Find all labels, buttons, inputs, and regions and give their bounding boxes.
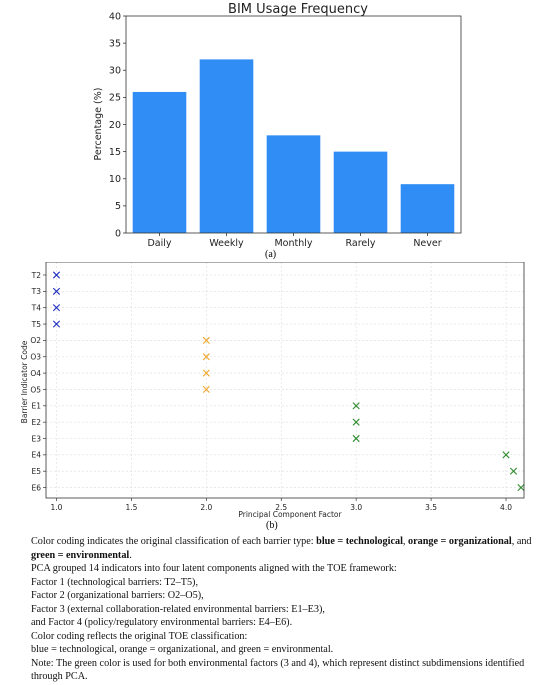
x-tick-label: 1.5 (125, 503, 137, 512)
caption-blue-label: blue = technological (316, 536, 403, 547)
scatter-chart-barrier-factors: T2 T3 T4 T5 O2 O3 O4 O5 E1 E2 E3 E4 E5 E6 1.0 1.5 2.0 2.… (20, 262, 525, 519)
y-tick-label: E3 (31, 434, 41, 443)
y-tick-label: E4 (31, 451, 41, 460)
y-axis-label: Barrier Indicator Code (20, 340, 29, 423)
y-tick-label: 40 (109, 11, 121, 22)
y-tick-label: 30 (109, 66, 121, 77)
bar-chart-bim-usage: BIM Usage Frequency Percentage (%) 0 5 10 1… (93, 2, 462, 249)
x-axis-label: Principal Component Factor (238, 510, 342, 519)
caption-line: Factor 1 (technological barriers: T2–T5)… (31, 576, 198, 588)
y-tick-label: O2 (30, 336, 41, 345)
y-tick-label: E1 (31, 402, 41, 411)
y-tick-label: 35 (109, 38, 121, 49)
caption-orange-label: orange = organizational (408, 536, 512, 547)
panel-label-b: (b) (266, 520, 278, 531)
bar-rarely (333, 151, 388, 233)
y-tick-label: 0 (115, 228, 121, 239)
caption-line: and Factor 4 (policy/regulatory environm… (31, 617, 293, 628)
x-tick-label: Never (413, 238, 441, 249)
point-o5 (202, 385, 210, 394)
x-tick-label: 2.0 (200, 503, 212, 512)
y-tick-label: O3 (30, 353, 41, 362)
y-tick-label: 20 (109, 120, 121, 131)
figure-caption: Color coding indicates the original clas… (31, 535, 546, 684)
caption-line: Factor 2 (organizational barriers: O2–O5… (31, 590, 204, 601)
x-tick-label: Rarely (345, 238, 375, 249)
caption-text: , (402, 536, 408, 547)
caption-green-label: green = environmental (31, 549, 130, 561)
y-tick-label: 5 (115, 201, 121, 212)
caption-text: . (129, 549, 132, 561)
caption-line: Note: The green color is used for both e… (31, 657, 525, 683)
y-tick-label: 25 (109, 93, 121, 104)
point-e4 (502, 451, 510, 459)
point-o2 (202, 336, 210, 344)
x-tick-label: Monthly (274, 238, 312, 249)
bar-weekly (199, 59, 254, 234)
y-tick-label: 10 (109, 174, 121, 185)
caption-line: Color coding reflects the original TOE c… (31, 630, 248, 642)
point-e2 (352, 418, 360, 426)
x-tick-label: 3.0 (350, 503, 362, 512)
y-tick-label: T2 (31, 271, 42, 280)
panel-label-a: (a) (265, 249, 277, 260)
point-t5 (52, 320, 61, 328)
y-tick-label: T3 (31, 287, 42, 296)
point-e1 (352, 402, 360, 410)
y-tick-label: E6 (31, 483, 41, 492)
y-axis-label: Percentage (%) (93, 88, 104, 161)
y-tick-label: 15 (109, 147, 121, 158)
plot-frame (45, 262, 525, 499)
caption-line: Factor 3 (external collaboration-related… (31, 603, 325, 615)
bar-monthly (266, 135, 321, 233)
x-tick-label: Daily (147, 238, 171, 249)
x-tick-label: 2.5 (275, 503, 287, 512)
point-t2 (52, 271, 61, 279)
caption-text: , and (511, 536, 532, 547)
y-tick-label: T4 (31, 304, 42, 313)
caption-line: Color coding indicates the original clas… (31, 535, 546, 562)
chart-title: BIM Usage Frequency (228, 2, 368, 17)
point-e5 (509, 467, 518, 475)
bar-daily (132, 91, 187, 233)
y-tick-label: O5 (30, 385, 41, 394)
x-tick-label: 4.0 (500, 503, 512, 512)
x-tick-label: Weekly (209, 238, 244, 249)
x-tick-label: 3.5 (425, 503, 437, 512)
point-e3 (352, 434, 360, 443)
y-tick-label: E5 (31, 467, 41, 476)
point-e6 (517, 483, 525, 492)
point-o3 (202, 353, 210, 361)
point-t4 (52, 304, 61, 312)
y-tick-label: O4 (30, 369, 41, 378)
x-tick-label: 1.0 (51, 503, 63, 512)
point-o4 (202, 369, 210, 377)
caption-line: PCA grouped 14 indicators into four late… (31, 563, 397, 574)
caption-line: blue = technological, orange = organizat… (31, 644, 334, 655)
caption-text: Color coding indicates the original clas… (31, 536, 317, 547)
y-tick-label: T5 (31, 320, 42, 329)
point-t3 (52, 287, 61, 295)
bar-never (400, 184, 455, 233)
y-tick-label: E2 (31, 418, 41, 427)
plot-frame (125, 15, 462, 234)
